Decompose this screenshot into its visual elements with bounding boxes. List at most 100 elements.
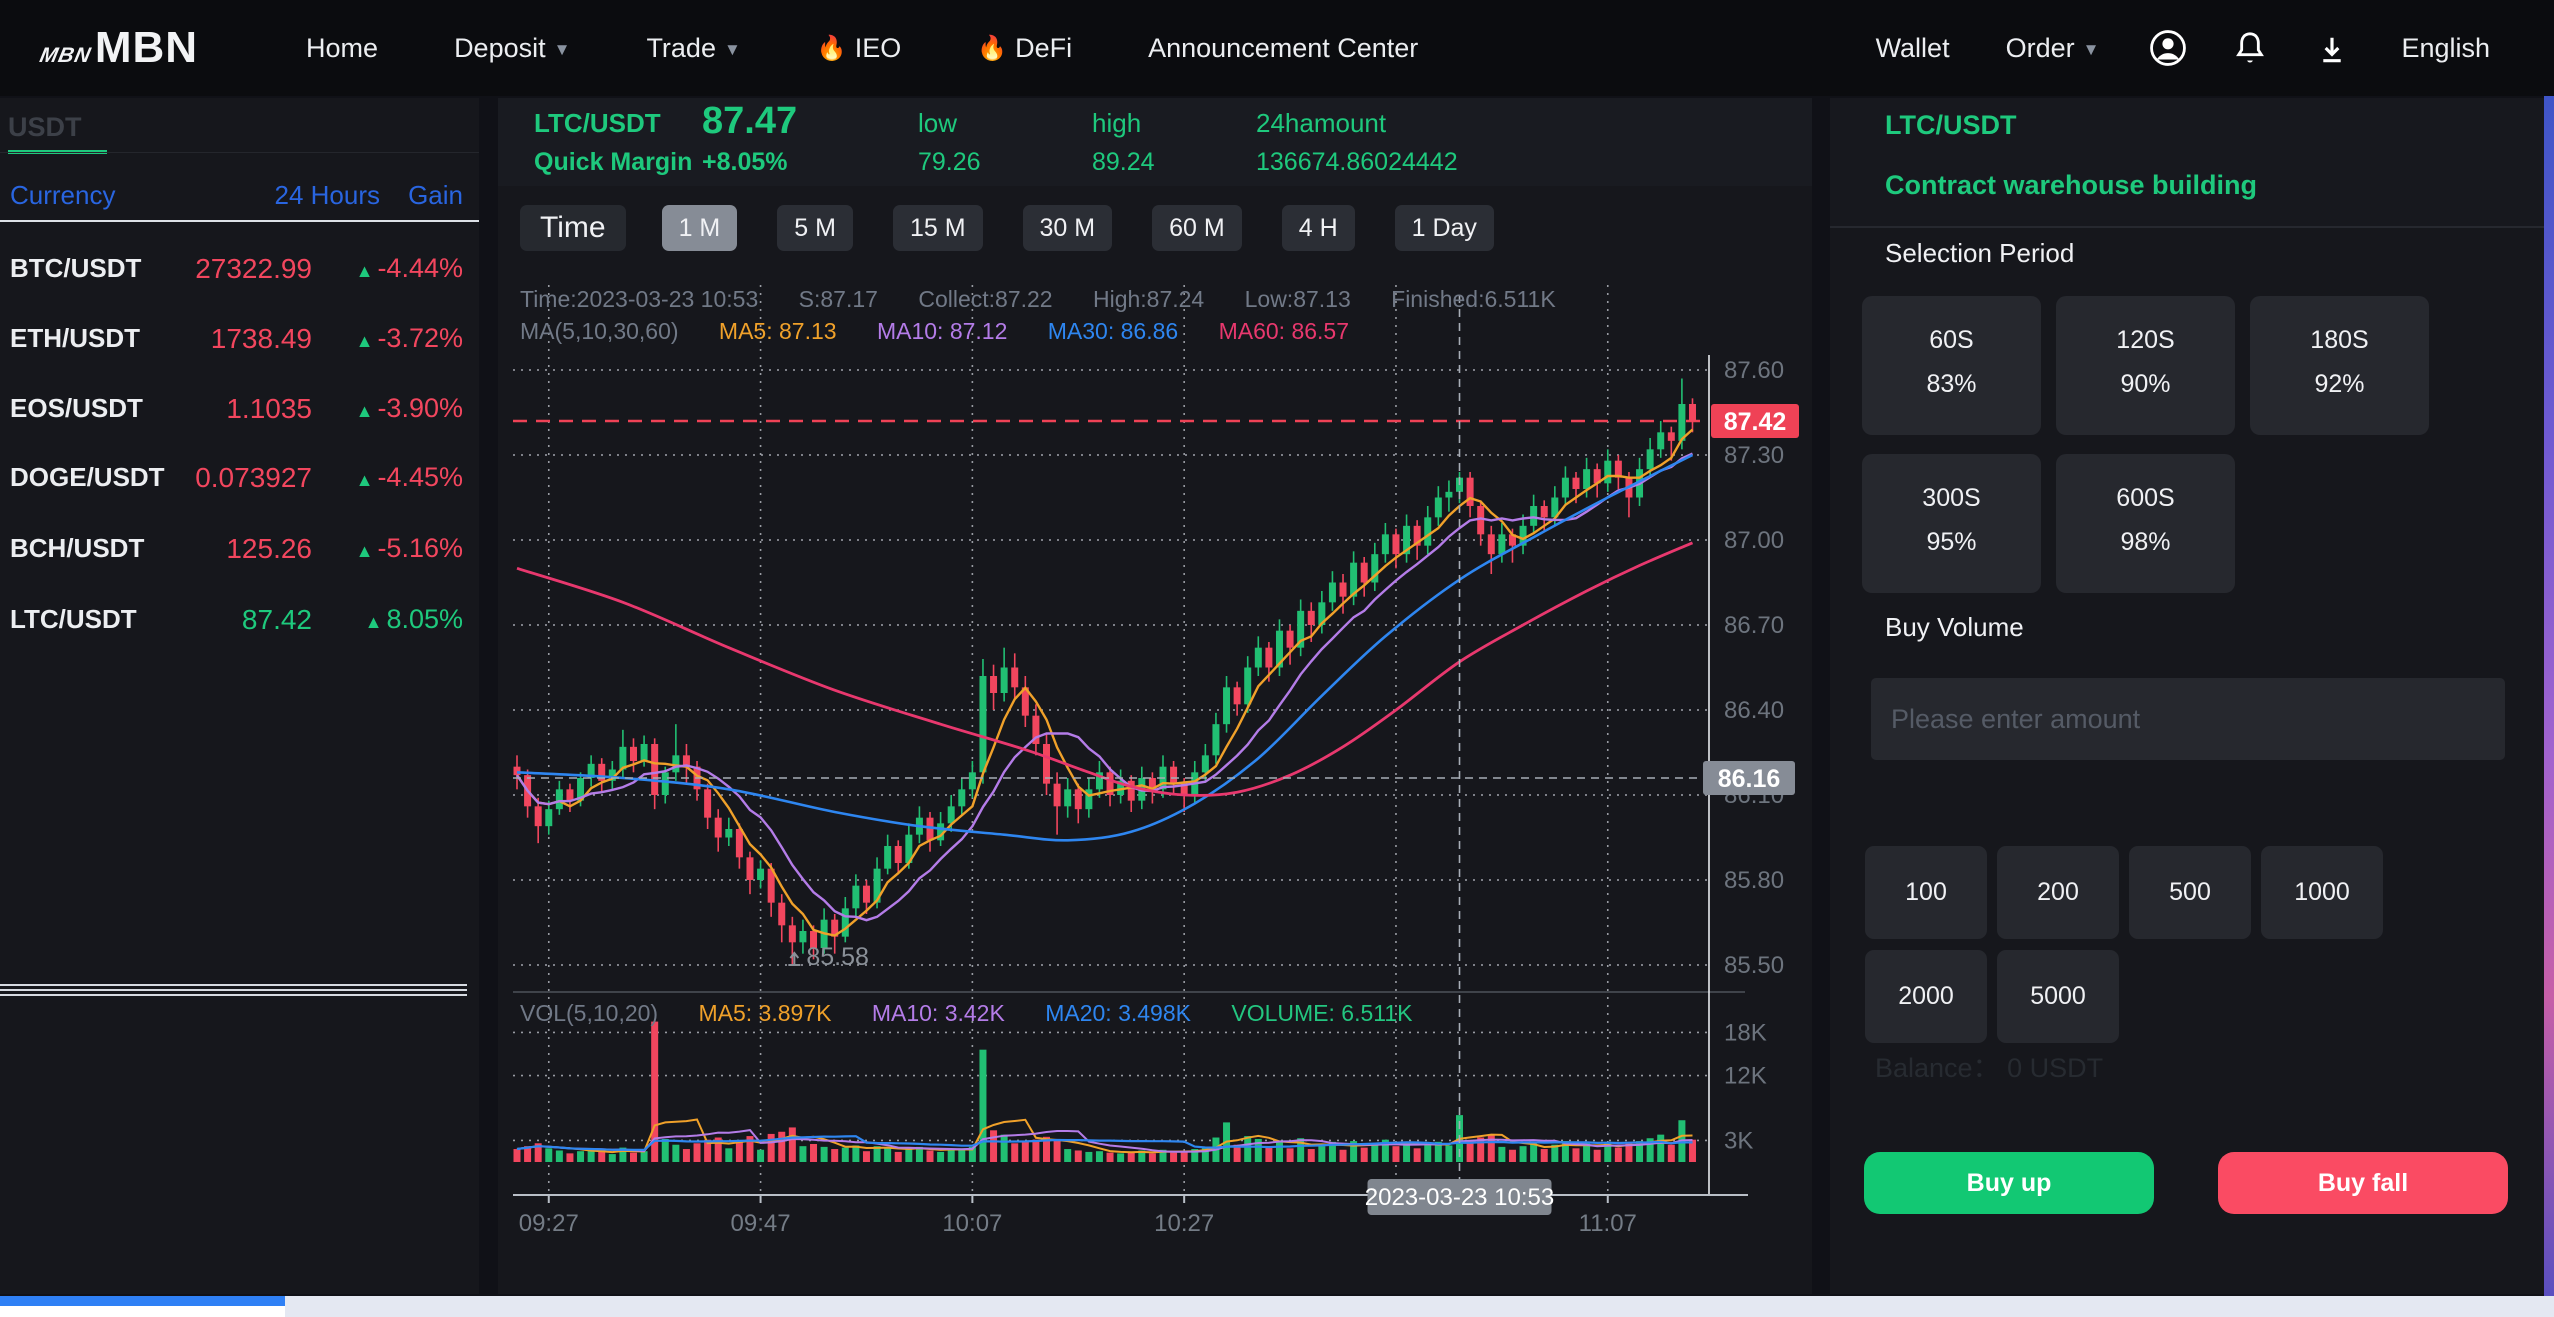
candle-body <box>1286 630 1294 648</box>
candle-body <box>1678 403 1686 441</box>
amount-button-500[interactable]: 500 <box>2129 846 2251 939</box>
volume-bar <box>1371 1143 1379 1162</box>
candle-body <box>979 675 987 773</box>
amount-input[interactable] <box>1871 678 2505 760</box>
candle-body <box>577 777 585 801</box>
nav-item-ieo[interactable]: 🔥 IEO <box>817 33 901 64</box>
period-card-120s[interactable]: 120S 90% <box>2056 296 2235 435</box>
volume-bar <box>894 1151 902 1162</box>
period-card-180s[interactable]: 180S 92% <box>2250 296 2429 435</box>
volume-bar <box>1328 1141 1336 1162</box>
market-row-doge[interactable]: DOGE/USDT 0.073927 ▲ -4.45% <box>0 462 479 502</box>
candle-body <box>1032 715 1040 744</box>
buy-up-button[interactable]: Buy up <box>1864 1152 2154 1214</box>
candle-body <box>1318 602 1326 625</box>
volume-bar <box>1614 1147 1622 1162</box>
brand-logo[interactable]: MBN MBN <box>37 23 198 73</box>
candle-body <box>651 743 659 795</box>
volume-bar <box>513 1149 521 1162</box>
nav-item-wallet[interactable]: Wallet <box>1876 33 1950 64</box>
period-card-300s[interactable]: 300S 95% <box>1862 454 2041 593</box>
vol-ma20-legend: MA20: 3.498K <box>1045 1000 1191 1026</box>
amount-button-200[interactable]: 200 <box>1997 846 2119 939</box>
download-icon[interactable] <box>2309 29 2355 75</box>
nav-item-label: Order <box>2005 32 2075 63</box>
candle-body <box>1244 667 1252 705</box>
volume-tick-label: 18K <box>1724 1019 1767 1046</box>
market-row-eth[interactable]: ETH/USDT 1738.49 ▲ -3.72% <box>0 323 479 363</box>
candle-body <box>1223 687 1231 725</box>
candle-body <box>661 772 669 795</box>
horizontal-scrollbar-thumb[interactable] <box>0 1296 285 1306</box>
candlestick-chart[interactable]: 87.6087.3087.0086.7086.4086.1085.8085.50… <box>498 280 1812 1240</box>
period-card-60s[interactable]: 60S 83% <box>1862 296 2041 435</box>
buy-volume-label: Buy Volume <box>1885 612 2024 642</box>
nav-item-order[interactable]: Order ▼ <box>2006 33 2100 64</box>
amount-button-2000[interactable]: 2000 <box>1865 950 1987 1043</box>
timeframe-1day[interactable]: 1 Day <box>1394 205 1494 251</box>
legend-open: S:87.17 <box>798 286 878 312</box>
volume-bar <box>990 1130 998 1162</box>
market-row-btc[interactable]: BTC/USDT 27322.99 ▲ -4.44% <box>0 253 479 293</box>
tab-usdt[interactable]: USDT <box>8 112 82 142</box>
nav-item-defi[interactable]: 🔥 DeFi <box>977 33 1072 64</box>
volume-bar <box>820 1146 828 1162</box>
period-card-600s[interactable]: 600S 98% <box>2056 454 2235 593</box>
column-24hours: 24 Hours <box>274 180 381 210</box>
time-tick-label: 10:27 <box>1154 1210 1214 1237</box>
amount-button-1000[interactable]: 1000 <box>2261 846 2383 939</box>
volume-bar <box>968 1146 976 1162</box>
nav-item-deposit[interactable]: Deposit ▼ <box>454 33 570 64</box>
timeframe-5m[interactable]: 5 M <box>777 205 853 251</box>
horizontal-scrollbar-under <box>0 1306 285 1317</box>
candle-body <box>640 743 648 761</box>
market-row-ltc[interactable]: LTC/USDT 87.42 ▲ 8.05% <box>0 604 479 644</box>
nav-item-home[interactable]: Home <box>306 33 378 64</box>
ma30-line <box>516 453 1694 842</box>
candle-body <box>1572 477 1580 489</box>
amount-button-100[interactable]: 100 <box>1865 846 1987 939</box>
candle-body <box>1275 630 1283 668</box>
volume-bar <box>831 1149 839 1162</box>
timeframe-30m[interactable]: 30 M <box>1022 205 1113 251</box>
candle-body <box>1297 610 1305 648</box>
timeframe-4h[interactable]: 4 H <box>1281 205 1355 251</box>
timeframe-1m[interactable]: 1 M <box>661 205 738 251</box>
ma-legend: MA(5,10,30,60) MA5: 87.13 MA10: 87.12 MA… <box>520 318 1383 345</box>
timeframe-60m[interactable]: 60 M <box>1152 205 1242 251</box>
volume-bar <box>841 1147 849 1162</box>
logo-small-text: MBN <box>37 44 94 67</box>
volume-bar <box>1000 1134 1008 1162</box>
buy-fall-button[interactable]: Buy fall <box>2218 1152 2508 1214</box>
price-tick-label: 86.40 <box>1724 697 1784 724</box>
horizontal-scrollbar-track[interactable] <box>0 1296 2554 1317</box>
volume-bar <box>1604 1141 1612 1162</box>
timeframe-time-button[interactable]: Time <box>520 205 626 251</box>
volume-bar <box>1127 1151 1135 1162</box>
volume-bar <box>788 1127 796 1162</box>
time-tick-label: 10:07 <box>942 1210 1002 1237</box>
timeframe-15m[interactable]: 15 M <box>892 205 983 251</box>
volume-bar <box>1530 1143 1538 1162</box>
vertical-scrollbar[interactable] <box>2544 96 2554 1296</box>
candle-body <box>1657 432 1665 450</box>
candle-body <box>587 763 595 778</box>
amount-button-5000[interactable]: 5000 <box>1997 950 2119 1043</box>
bell-icon[interactable] <box>2227 25 2273 71</box>
candle-body <box>1307 610 1315 625</box>
nav-item-announcement-center[interactable]: Announcement Center <box>1148 33 1418 64</box>
pair-change: ▲ -3.90% <box>356 393 463 424</box>
candle-body <box>862 885 870 903</box>
list-scrollbar[interactable] <box>0 984 467 998</box>
fire-icon: 🔥 <box>816 34 847 62</box>
market-row-bch[interactable]: BCH/USDT 125.26 ▲ -5.16% <box>0 533 479 573</box>
user-icon[interactable] <box>2145 25 2191 71</box>
market-row-eos[interactable]: EOS/USDT 1.1035 ▲ -3.90% <box>0 393 479 433</box>
nav-item-trade[interactable]: Trade ▼ <box>646 33 740 64</box>
volume-bar <box>1646 1138 1654 1162</box>
volume-bar <box>1244 1136 1252 1162</box>
candle-body <box>1170 766 1178 784</box>
language-selector[interactable]: English <box>2401 33 2490 64</box>
change-value: -4.45% <box>377 462 463 492</box>
